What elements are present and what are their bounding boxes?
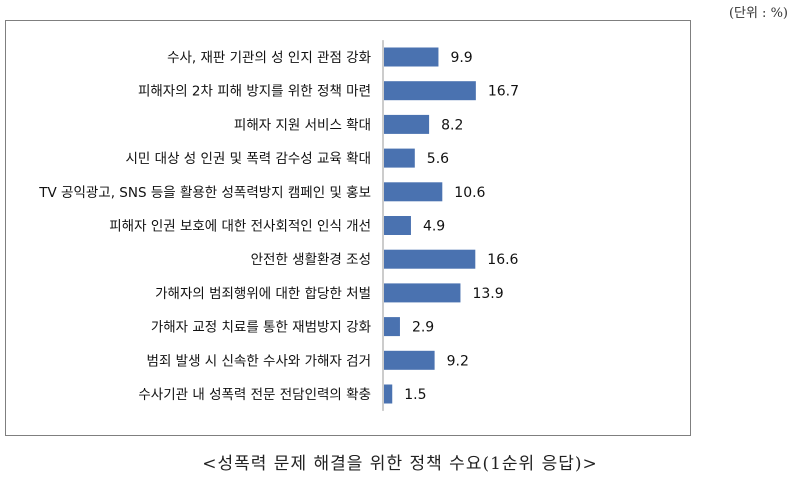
category-label: 피해자 지원 서비스 확대 bbox=[234, 117, 371, 133]
category-label: TV 공익광고, SNS 등을 활용한 성폭력방지 캠페인 및 홍보 bbox=[38, 185, 371, 201]
data-label: 4.9 bbox=[423, 219, 445, 235]
data-label: 1.5 bbox=[404, 387, 426, 403]
bar bbox=[384, 148, 415, 168]
data-label: 16.7 bbox=[488, 84, 519, 100]
data-label: 9.9 bbox=[450, 50, 472, 66]
data-label: 2.9 bbox=[412, 320, 434, 336]
chart-frame bbox=[5, 20, 691, 436]
category-label: 수사, 재판 기관의 성 인지 관점 강화 bbox=[167, 50, 371, 66]
category-label: 가해자의 범죄행위에 대한 합당한 처벌 bbox=[155, 286, 371, 302]
bar bbox=[384, 384, 393, 404]
category-label: 가해자 교정 치료를 통한 재범방지 강화 bbox=[151, 320, 371, 336]
data-label: 5.6 bbox=[427, 151, 449, 167]
data-label: 13.9 bbox=[472, 286, 503, 302]
bar bbox=[384, 114, 430, 134]
bar bbox=[384, 182, 443, 202]
bar bbox=[384, 350, 435, 370]
category-label: 피해자의 2차 피해 방지를 위한 정책 마련 bbox=[138, 84, 371, 100]
data-label: 16.6 bbox=[487, 252, 518, 268]
bar bbox=[384, 249, 476, 269]
category-label: 안전한 생활환경 조성 bbox=[251, 252, 371, 268]
data-label: 8.2 bbox=[441, 117, 463, 133]
data-label: 10.6 bbox=[454, 185, 485, 201]
chart-caption: <성폭력 문제 해결을 위한 정책 수요(1순위 응답)> bbox=[202, 454, 598, 474]
unit-label: (단위 : %) bbox=[728, 6, 788, 21]
bar bbox=[384, 317, 400, 337]
category-label: 범죄 발생 시 신속한 수사와 가해자 검거 bbox=[147, 353, 371, 369]
category-label: 피해자 인권 보호에 대한 전사회적인 인식 개선 bbox=[109, 219, 371, 235]
bar bbox=[384, 81, 476, 101]
bar bbox=[384, 216, 411, 235]
data-label: 9.2 bbox=[447, 353, 469, 369]
bar bbox=[384, 283, 461, 303]
category-label: 수사기관 내 성폭력 전문 전담인력의 확충 bbox=[138, 387, 371, 403]
bar bbox=[384, 47, 439, 67]
category-label: 시민 대상 성 인권 및 폭력 감수성 교육 확대 bbox=[126, 151, 371, 167]
